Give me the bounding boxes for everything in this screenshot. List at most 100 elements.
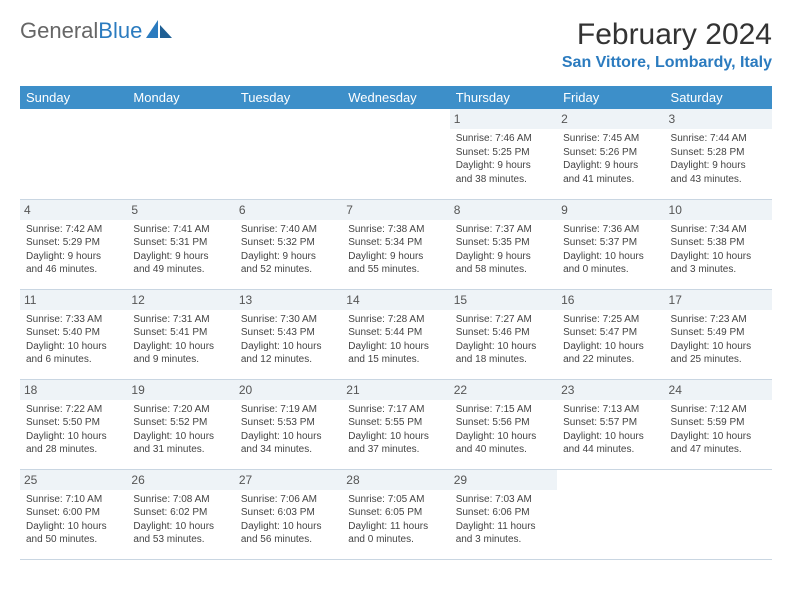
calendar-row: 11Sunrise: 7:33 AMSunset: 5:40 PMDayligh…	[20, 289, 772, 379]
sunrise-text: Sunrise: 7:42 AM	[26, 223, 121, 237]
calendar-cell: 8Sunrise: 7:37 AMSunset: 5:35 PMDaylight…	[450, 199, 557, 289]
day-number: 3	[665, 109, 772, 129]
day-number: 29	[450, 470, 557, 490]
sunrise-text: Sunrise: 7:33 AM	[26, 313, 121, 327]
sunrise-text: Sunrise: 7:19 AM	[241, 403, 336, 417]
daylight-text: and 43 minutes.	[671, 173, 766, 187]
day-number: 23	[557, 380, 664, 400]
title-block: February 2024 San Vittore, Lombardy, Ita…	[562, 18, 772, 72]
day-number: 25	[20, 470, 127, 490]
sunset-text: Sunset: 5:46 PM	[456, 326, 551, 340]
day-number: 16	[557, 290, 664, 310]
sunrise-text: Sunrise: 7:41 AM	[133, 223, 228, 237]
daylight-text: Daylight: 10 hours	[133, 430, 228, 444]
daylight-text: Daylight: 11 hours	[348, 520, 443, 534]
daylight-text: and 37 minutes.	[348, 443, 443, 457]
calendar-cell: 26Sunrise: 7:08 AMSunset: 6:02 PMDayligh…	[127, 469, 234, 559]
sunrise-text: Sunrise: 7:27 AM	[456, 313, 551, 327]
day-number: 2	[557, 109, 664, 129]
daylight-text: and 18 minutes.	[456, 353, 551, 367]
sunrise-text: Sunrise: 7:45 AM	[563, 132, 658, 146]
sunrise-text: Sunrise: 7:28 AM	[348, 313, 443, 327]
sunset-text: Sunset: 5:43 PM	[241, 326, 336, 340]
sunset-text: Sunset: 5:55 PM	[348, 416, 443, 430]
calendar-cell: 22Sunrise: 7:15 AMSunset: 5:56 PMDayligh…	[450, 379, 557, 469]
sunset-text: Sunset: 5:53 PM	[241, 416, 336, 430]
sunrise-text: Sunrise: 7:46 AM	[456, 132, 551, 146]
daylight-text: and 47 minutes.	[671, 443, 766, 457]
day-number: 6	[235, 200, 342, 220]
sunrise-text: Sunrise: 7:12 AM	[671, 403, 766, 417]
daylight-text: and 31 minutes.	[133, 443, 228, 457]
sunset-text: Sunset: 6:00 PM	[26, 506, 121, 520]
sunset-text: Sunset: 5:56 PM	[456, 416, 551, 430]
sunrise-text: Sunrise: 7:37 AM	[456, 223, 551, 237]
day-number: 18	[20, 380, 127, 400]
logo-sail-icon	[146, 18, 172, 44]
location: San Vittore, Lombardy, Italy	[562, 54, 772, 72]
weekday-header: Monday	[127, 86, 234, 109]
sunset-text: Sunset: 5:37 PM	[563, 236, 658, 250]
calendar-cell: 25 Sunrise: 7:10 AMSunset: 6:00 PMDayligh…	[20, 469, 127, 559]
weekday-header: Sunday	[20, 86, 127, 109]
calendar-row: 18Sunrise: 7:22 AMSunset: 5:50 PMDayligh…	[20, 379, 772, 469]
calendar-cell: 9Sunrise: 7:36 AMSunset: 5:37 PMDaylight…	[557, 199, 664, 289]
calendar-cell: 14Sunrise: 7:28 AMSunset: 5:44 PMDayligh…	[342, 289, 449, 379]
day-number: 26	[127, 470, 234, 490]
sunrise-text: Sunrise: 7:38 AM	[348, 223, 443, 237]
calendar-cell: 19Sunrise: 7:20 AMSunset: 5:52 PMDayligh…	[127, 379, 234, 469]
calendar-cell: 16Sunrise: 7:25 AMSunset: 5:47 PMDayligh…	[557, 289, 664, 379]
daylight-text: Daylight: 10 hours	[133, 520, 228, 534]
daylight-text: Daylight: 9 hours	[671, 159, 766, 173]
daylight-text: Daylight: 10 hours	[671, 340, 766, 354]
daylight-text: Daylight: 10 hours	[26, 520, 121, 534]
sunrise-text: Sunrise: 7:40 AM	[241, 223, 336, 237]
weekday-header: Saturday	[665, 86, 772, 109]
month-title: February 2024	[562, 18, 772, 52]
daylight-text: Daylight: 10 hours	[563, 250, 658, 264]
calendar-cell: 27Sunrise: 7:06 AMSunset: 6:03 PMDayligh…	[235, 469, 342, 559]
day-number: 21	[342, 380, 449, 400]
sunset-text: Sunset: 6:05 PM	[348, 506, 443, 520]
sunrise-text: Sunrise: 7:31 AM	[133, 313, 228, 327]
sunrise-text: Sunrise: 7:25 AM	[563, 313, 658, 327]
calendar-cell: 10Sunrise: 7:34 AMSunset: 5:38 PMDayligh…	[665, 199, 772, 289]
calendar-cell: 17Sunrise: 7:23 AMSunset: 5:49 PMDayligh…	[665, 289, 772, 379]
sunset-text: Sunset: 5:44 PM	[348, 326, 443, 340]
daylight-text: and 22 minutes.	[563, 353, 658, 367]
daylight-text: and 52 minutes.	[241, 263, 336, 277]
header: GeneralBlue February 2024 San Vittore, L…	[20, 18, 772, 72]
sunset-text: Sunset: 5:26 PM	[563, 146, 658, 160]
daylight-text: and 0 minutes.	[348, 533, 443, 547]
daylight-text: and 28 minutes.	[26, 443, 121, 457]
day-number: 19	[127, 380, 234, 400]
day-number: 20	[235, 380, 342, 400]
day-number: 22	[450, 380, 557, 400]
daylight-text: Daylight: 10 hours	[241, 340, 336, 354]
sunset-text: Sunset: 5:40 PM	[26, 326, 121, 340]
sunrise-text: Sunrise: 7:36 AM	[563, 223, 658, 237]
daylight-text: and 38 minutes.	[456, 173, 551, 187]
sunset-text: Sunset: 5:49 PM	[671, 326, 766, 340]
daylight-text: Daylight: 10 hours	[671, 250, 766, 264]
daylight-text: and 3 minutes.	[456, 533, 551, 547]
daylight-text: Daylight: 10 hours	[348, 430, 443, 444]
calendar-cell: 23Sunrise: 7:13 AMSunset: 5:57 PMDayligh…	[557, 379, 664, 469]
daylight-text: and 12 minutes.	[241, 353, 336, 367]
day-number: 17	[665, 290, 772, 310]
calendar-body: 1Sunrise: 7:46 AMSunset: 5:25 PMDaylight…	[20, 109, 772, 559]
logo-text-2: Blue	[98, 18, 142, 44]
sunrise-text: Sunrise: 7:03 AM	[456, 493, 551, 507]
day-number: 7	[342, 200, 449, 220]
sunrise-text: Sunrise: 7:10 AM	[26, 493, 121, 507]
daylight-text: and 15 minutes.	[348, 353, 443, 367]
daylight-text: Daylight: 10 hours	[241, 520, 336, 534]
sunrise-text: Sunrise: 7:06 AM	[241, 493, 336, 507]
calendar-cell-empty	[20, 109, 127, 199]
calendar-row: 4Sunrise: 7:42 AMSunset: 5:29 PMDaylight…	[20, 199, 772, 289]
daylight-text: and 25 minutes.	[671, 353, 766, 367]
daylight-text: Daylight: 10 hours	[563, 430, 658, 444]
daylight-text: Daylight: 10 hours	[241, 430, 336, 444]
sunset-text: Sunset: 6:03 PM	[241, 506, 336, 520]
weekday-header: Thursday	[450, 86, 557, 109]
